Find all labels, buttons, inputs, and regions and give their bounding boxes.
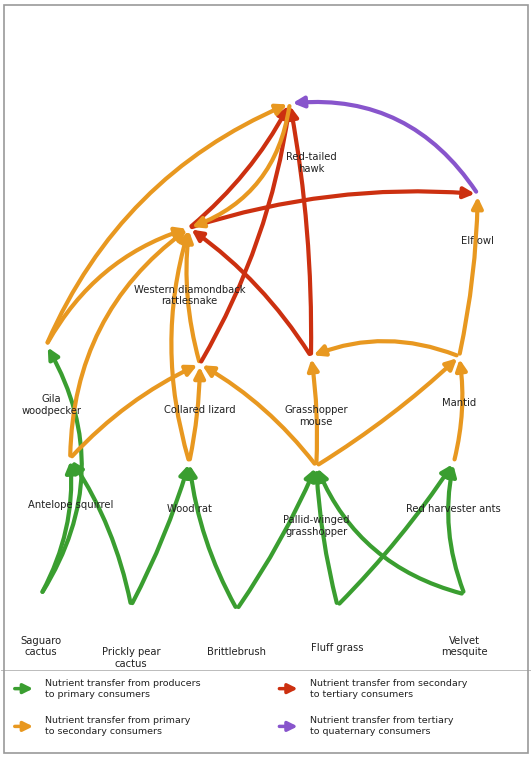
Text: Red-tailed
hawk: Red-tailed hawk xyxy=(286,152,336,174)
Text: Western diamondback
rattlesnake: Western diamondback rattlesnake xyxy=(134,284,245,306)
Text: Red harvester ants: Red harvester ants xyxy=(406,503,501,514)
Text: Wood rat: Wood rat xyxy=(167,503,212,514)
Text: Velvet
mesquite: Velvet mesquite xyxy=(441,636,488,657)
Text: Nutrient transfer from primary
to secondary consumers: Nutrient transfer from primary to second… xyxy=(45,716,190,737)
Text: Nutrient transfer from producers
to primary consumers: Nutrient transfer from producers to prim… xyxy=(45,678,201,699)
Text: Collared lizard: Collared lizard xyxy=(164,406,236,415)
Text: Elf owl: Elf owl xyxy=(461,236,494,246)
Text: Antelope squirrel: Antelope squirrel xyxy=(28,500,113,510)
Text: Mantid: Mantid xyxy=(442,398,476,408)
Text: Nutrient transfer from secondary
to tertiary consumers: Nutrient transfer from secondary to tert… xyxy=(310,678,467,699)
Text: Prickly pear
cactus: Prickly pear cactus xyxy=(102,647,160,669)
Text: Grasshopper
mouse: Grasshopper mouse xyxy=(285,406,348,427)
Text: Nutrient transfer from tertiary
to quaternary consumers: Nutrient transfer from tertiary to quate… xyxy=(310,716,453,737)
Text: Gila
woodpecker: Gila woodpecker xyxy=(22,394,82,415)
Text: Pallid-winged
grasshopper: Pallid-winged grasshopper xyxy=(283,515,350,537)
Text: Brittlebrush: Brittlebrush xyxy=(207,647,267,657)
Text: Fluff grass: Fluff grass xyxy=(311,644,364,653)
Text: Saguaro
cactus: Saguaro cactus xyxy=(21,636,62,657)
